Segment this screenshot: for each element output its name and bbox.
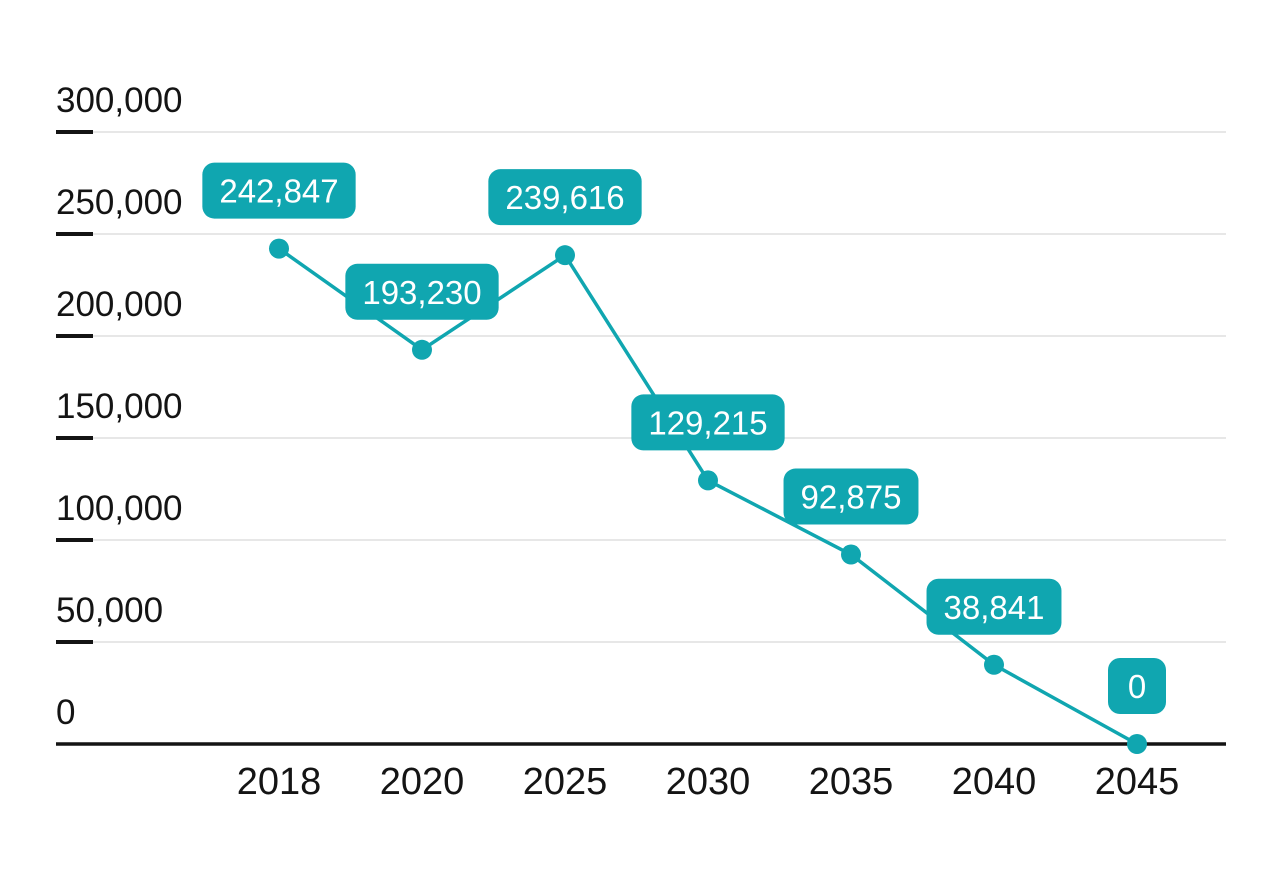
x-axis-label: 2018	[237, 761, 322, 803]
value-label: 242,847	[202, 162, 356, 219]
value-label: 0	[1108, 658, 1166, 714]
value-label-box	[345, 263, 499, 320]
data-point	[698, 470, 718, 491]
value-label-text: 239,616	[505, 179, 624, 216]
value-label-text: 38,841	[944, 589, 1045, 626]
y-axis-label: 300,000	[56, 81, 183, 120]
data-line	[277, 246, 1139, 746]
value-label-text: 92,875	[801, 479, 902, 516]
y-axis-label: 250,000	[56, 183, 183, 222]
y-axis-label: 200,000	[56, 285, 183, 324]
value-label-text: 129,215	[648, 404, 767, 441]
value-label: 92,875	[783, 468, 919, 525]
y-axis-label: 0	[56, 693, 75, 732]
y-axis-label: 100,000	[56, 489, 183, 528]
x-axis-label: 2025	[523, 761, 608, 803]
data-point	[412, 339, 432, 360]
y-axis-label: 50,000	[56, 591, 163, 630]
value-label-box	[202, 162, 356, 219]
value-label: 38,841	[926, 578, 1062, 635]
value-label: 129,215	[631, 394, 785, 451]
data-point	[984, 654, 1004, 675]
data-point	[555, 245, 575, 266]
x-axis-label: 2020	[380, 761, 465, 803]
x-axis-label: 2035	[809, 761, 894, 803]
value-label: 239,616	[488, 169, 642, 226]
data-point	[841, 544, 861, 565]
value-label-box	[631, 394, 785, 451]
value-label-box	[783, 468, 919, 525]
data-point	[269, 238, 289, 259]
value-label-text: 242,847	[219, 173, 338, 210]
value-label-box	[488, 169, 642, 226]
x-axis-label: 2045	[1095, 761, 1180, 803]
value-label: 193,230	[345, 263, 499, 320]
y-axis-label: 150,000	[56, 387, 183, 426]
x-axis-label: 2030	[666, 761, 751, 803]
value-label-box	[1108, 658, 1166, 714]
value-label-box	[926, 578, 1062, 635]
x-axis-label: 2040	[952, 761, 1037, 803]
value-label-text: 193,230	[362, 274, 481, 311]
data-point	[1127, 734, 1147, 754]
value-label-text: 0	[1128, 668, 1146, 705]
